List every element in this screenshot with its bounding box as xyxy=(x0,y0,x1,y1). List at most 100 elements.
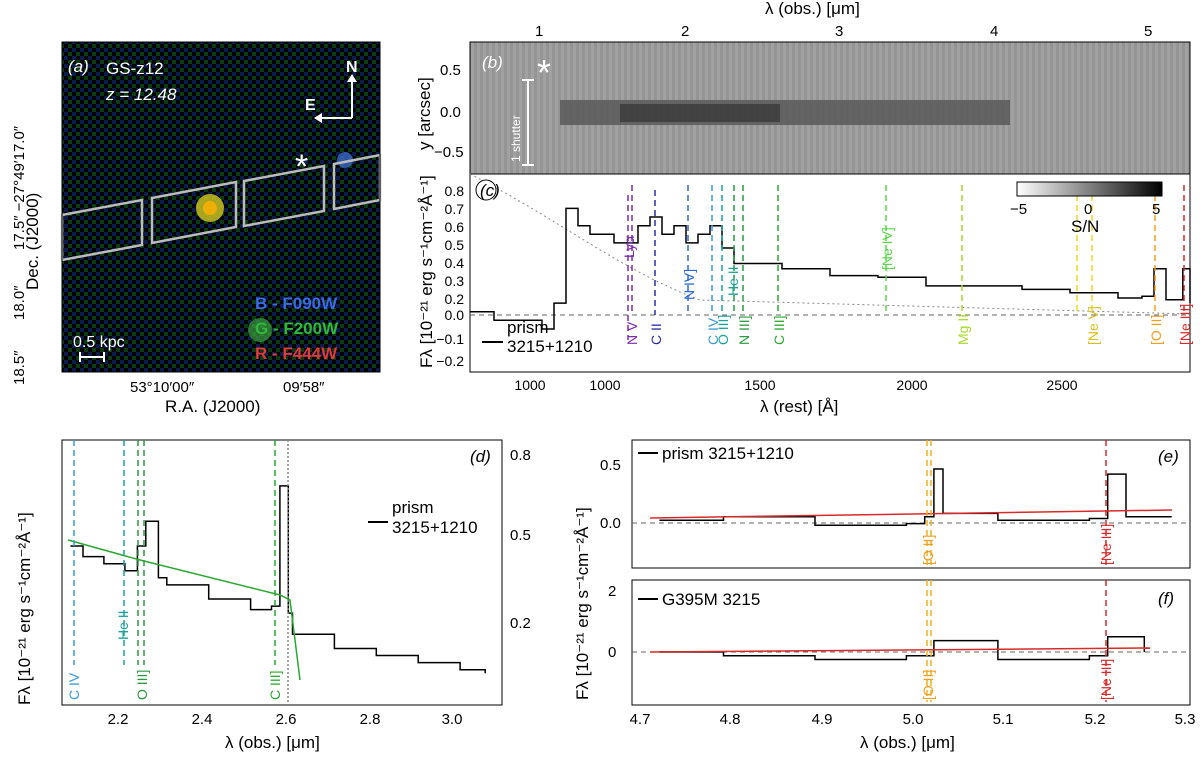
legend-label: prism 3215+1210 xyxy=(662,444,794,463)
redshift: z = 12.48 xyxy=(105,85,177,104)
line-label: Lyα xyxy=(621,236,637,258)
svg-text:1000: 1000 xyxy=(514,377,545,393)
y-axis-label: Fλ [10⁻²¹ erg s⁻¹cm⁻²Å⁻¹] xyxy=(15,512,34,705)
compass: N E xyxy=(305,59,358,123)
dec-tick: 18.0″ xyxy=(11,285,28,320)
dec-label: Dec. (J2000) xyxy=(23,193,42,290)
svg-text:0.8: 0.8 xyxy=(445,183,465,199)
model-f xyxy=(649,647,1151,653)
line-label: He II xyxy=(725,266,741,296)
panel-e: [O II] [Ne III] prism 3215+1210 (e) 0.5 … xyxy=(600,439,1191,569)
line-label: Mg II xyxy=(955,314,971,345)
colorbar-tick: −5 xyxy=(1010,201,1027,218)
svg-text:N: N xyxy=(346,59,358,76)
svg-text:0.6: 0.6 xyxy=(445,219,465,235)
svg-text:5.1: 5.1 xyxy=(993,711,1014,728)
filter-b-label: B - F090W xyxy=(255,294,338,313)
line-label: [Ne III] xyxy=(1177,304,1193,345)
svg-text:1500: 1500 xyxy=(744,377,775,393)
line-label: O III] xyxy=(134,670,150,700)
top-axis-label: λ (obs.) [μm] xyxy=(765,0,860,18)
svg-text:4.9: 4.9 xyxy=(812,711,833,728)
line-label: C IV xyxy=(705,317,721,345)
svg-text:1000: 1000 xyxy=(589,377,620,393)
ra-tick: 53°10′00″ xyxy=(130,379,195,396)
line-label: C II xyxy=(648,323,664,345)
dec-tick: 17.5″ −27°49′17.0″ xyxy=(11,125,28,250)
svg-text:2.2: 2.2 xyxy=(108,711,129,728)
spectrum-f xyxy=(659,636,1146,661)
colorbar xyxy=(1016,181,1163,197)
line-label: N III] xyxy=(736,315,752,345)
spectrum-d xyxy=(70,485,486,674)
ra-label: R.A. (J2000) xyxy=(165,397,260,416)
y-tick: 0.2 xyxy=(510,615,531,632)
y-tick: 0.5 xyxy=(600,457,621,474)
y-tick: 0 xyxy=(608,644,616,661)
line-label: C III] xyxy=(771,315,787,345)
svg-text:0.5: 0.5 xyxy=(445,237,465,253)
top-tick: 1 xyxy=(535,23,543,40)
line-label: [Ne V] xyxy=(1085,306,1101,345)
line-label: He II xyxy=(115,610,131,640)
line-label: [O II] xyxy=(1148,315,1164,345)
x-ticks-c: 1000 1000 xyxy=(514,377,620,393)
y-tick: 2 xyxy=(608,583,616,600)
svg-text:0.7: 0.7 xyxy=(445,201,465,217)
line-label: [Ne III] xyxy=(1098,659,1114,700)
panel-b: (b) * 1 shutter y [arcsec] 0.5 0.0 −0.5 … xyxy=(415,0,1191,175)
svg-text:3.0: 3.0 xyxy=(442,711,463,728)
svg-text:E: E xyxy=(305,97,316,114)
panel-tag: (a) xyxy=(68,57,89,76)
filter-r-label: R - F444W xyxy=(255,344,338,363)
top-tick: 2 xyxy=(681,23,689,40)
svg-text:5.3: 5.3 xyxy=(1175,711,1196,728)
line-label: [Ne IV] xyxy=(879,227,895,270)
legend-label: G395M 3215 xyxy=(662,590,760,609)
colorbar-tick: 0 xyxy=(1084,201,1092,218)
line-label: O III] xyxy=(715,315,731,345)
filter-g-label: G - F200W xyxy=(255,319,339,338)
shutter-label: 1 shutter xyxy=(509,115,523,162)
y-axis-label: Fλ [10⁻²¹ erg s⁻¹cm⁻²Å⁻¹] xyxy=(417,175,436,368)
svg-text:0.0: 0.0 xyxy=(445,307,465,323)
svg-text:−0.2: −0.2 xyxy=(436,353,464,369)
panel-tag: (f) xyxy=(1158,589,1174,608)
y-tick: 0.5 xyxy=(510,527,531,544)
line-label: [Ne III] xyxy=(1098,524,1114,565)
line-label: N IV] xyxy=(681,269,697,300)
legend-label: 3215+1210 xyxy=(392,518,478,537)
line-label: [O II] xyxy=(920,670,936,700)
x-ticks-f: 4.7 4.8 4.9 5.0 5.1 5.2 5.3 xyxy=(630,711,1196,728)
panel-a: * (a) GS-z12 z = 12.48 N E B - F090W G -… xyxy=(11,41,382,416)
ra-tick: 09′58″ xyxy=(283,379,325,396)
star-marker: * xyxy=(295,148,308,186)
star-marker: * xyxy=(537,52,551,93)
scale-bar-label: 0.5 kpc xyxy=(73,334,125,351)
svg-text:2.6: 2.6 xyxy=(276,711,297,728)
line-markers-c xyxy=(627,185,1185,340)
svg-text:0.3: 0.3 xyxy=(445,273,465,289)
y-tick: 0.8 xyxy=(510,447,531,464)
top-tick: 5 xyxy=(1144,23,1152,40)
legend-label: prism xyxy=(392,498,434,517)
colorbar-label: S/N xyxy=(1071,217,1099,236)
panel-tag: (d) xyxy=(470,447,491,466)
model-d xyxy=(67,539,301,681)
panel-tag: (b) xyxy=(482,53,503,72)
panel-tag: (c) xyxy=(480,181,500,200)
panel-c: Lyα N V C II N IV] C IV O III] He II N I… xyxy=(417,173,1193,416)
y-tick: 0.0 xyxy=(600,515,621,532)
top-tick: 4 xyxy=(990,23,998,40)
svg-text:5.2: 5.2 xyxy=(1085,711,1106,728)
top-tick: 3 xyxy=(835,23,843,40)
dec-tick: 18.5″ xyxy=(11,350,28,385)
model-e xyxy=(649,509,1173,519)
x-axis-label: λ (obs.) [μm] xyxy=(225,733,320,752)
svg-text:2000: 2000 xyxy=(896,377,927,393)
spectrum-c xyxy=(470,207,1191,330)
svg-text:2500: 2500 xyxy=(1046,377,1077,393)
line-label: C IV xyxy=(66,672,82,700)
y-ticks-c: 0.8 0.7 0.6 0.5 0.4 0.3 0.2 0.0 −0.1 −0.… xyxy=(436,183,464,369)
